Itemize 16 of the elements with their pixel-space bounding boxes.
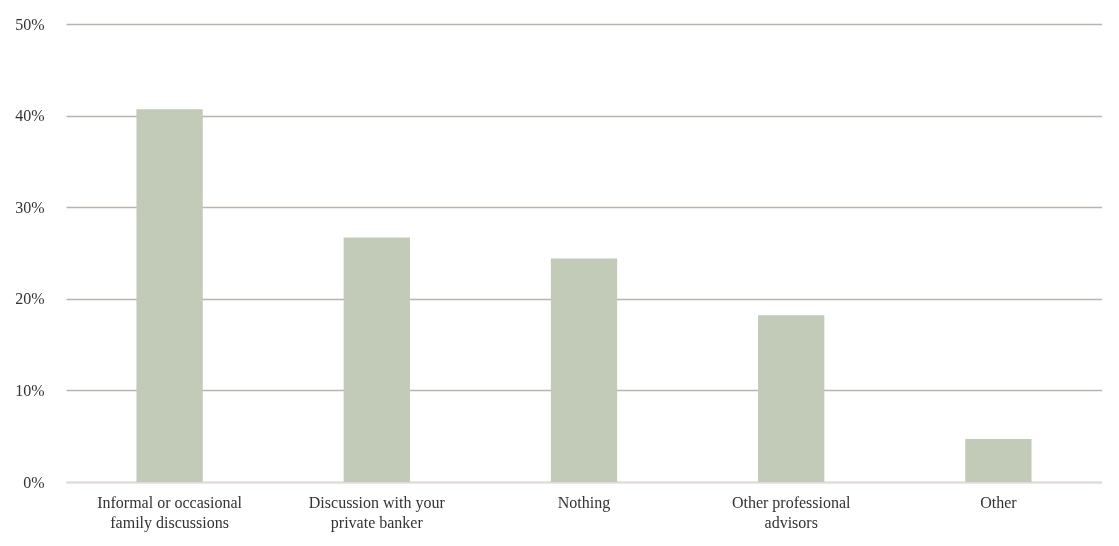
x-tick-label: Other (980, 493, 1018, 511)
x-tick-label: Other professional advisors (731, 493, 852, 531)
x-tick-label: Informal or occasional family discussions (97, 493, 243, 532)
y-tick-label: 30% (15, 198, 45, 216)
bar (550, 258, 618, 482)
y-tick-label: 10% (15, 381, 45, 399)
y-tick-label: 50% (15, 15, 45, 33)
y-tick-label: 0% (23, 473, 45, 491)
bar (758, 315, 825, 482)
x-tick-label: Discussion with your private banker (308, 493, 446, 532)
y-tick-label: 40% (15, 107, 45, 125)
bar (965, 438, 1032, 482)
bar (136, 109, 203, 482)
x-tick-label: Nothing (557, 493, 611, 512)
y-tick-label: 20% (15, 290, 45, 308)
bar (343, 237, 410, 482)
